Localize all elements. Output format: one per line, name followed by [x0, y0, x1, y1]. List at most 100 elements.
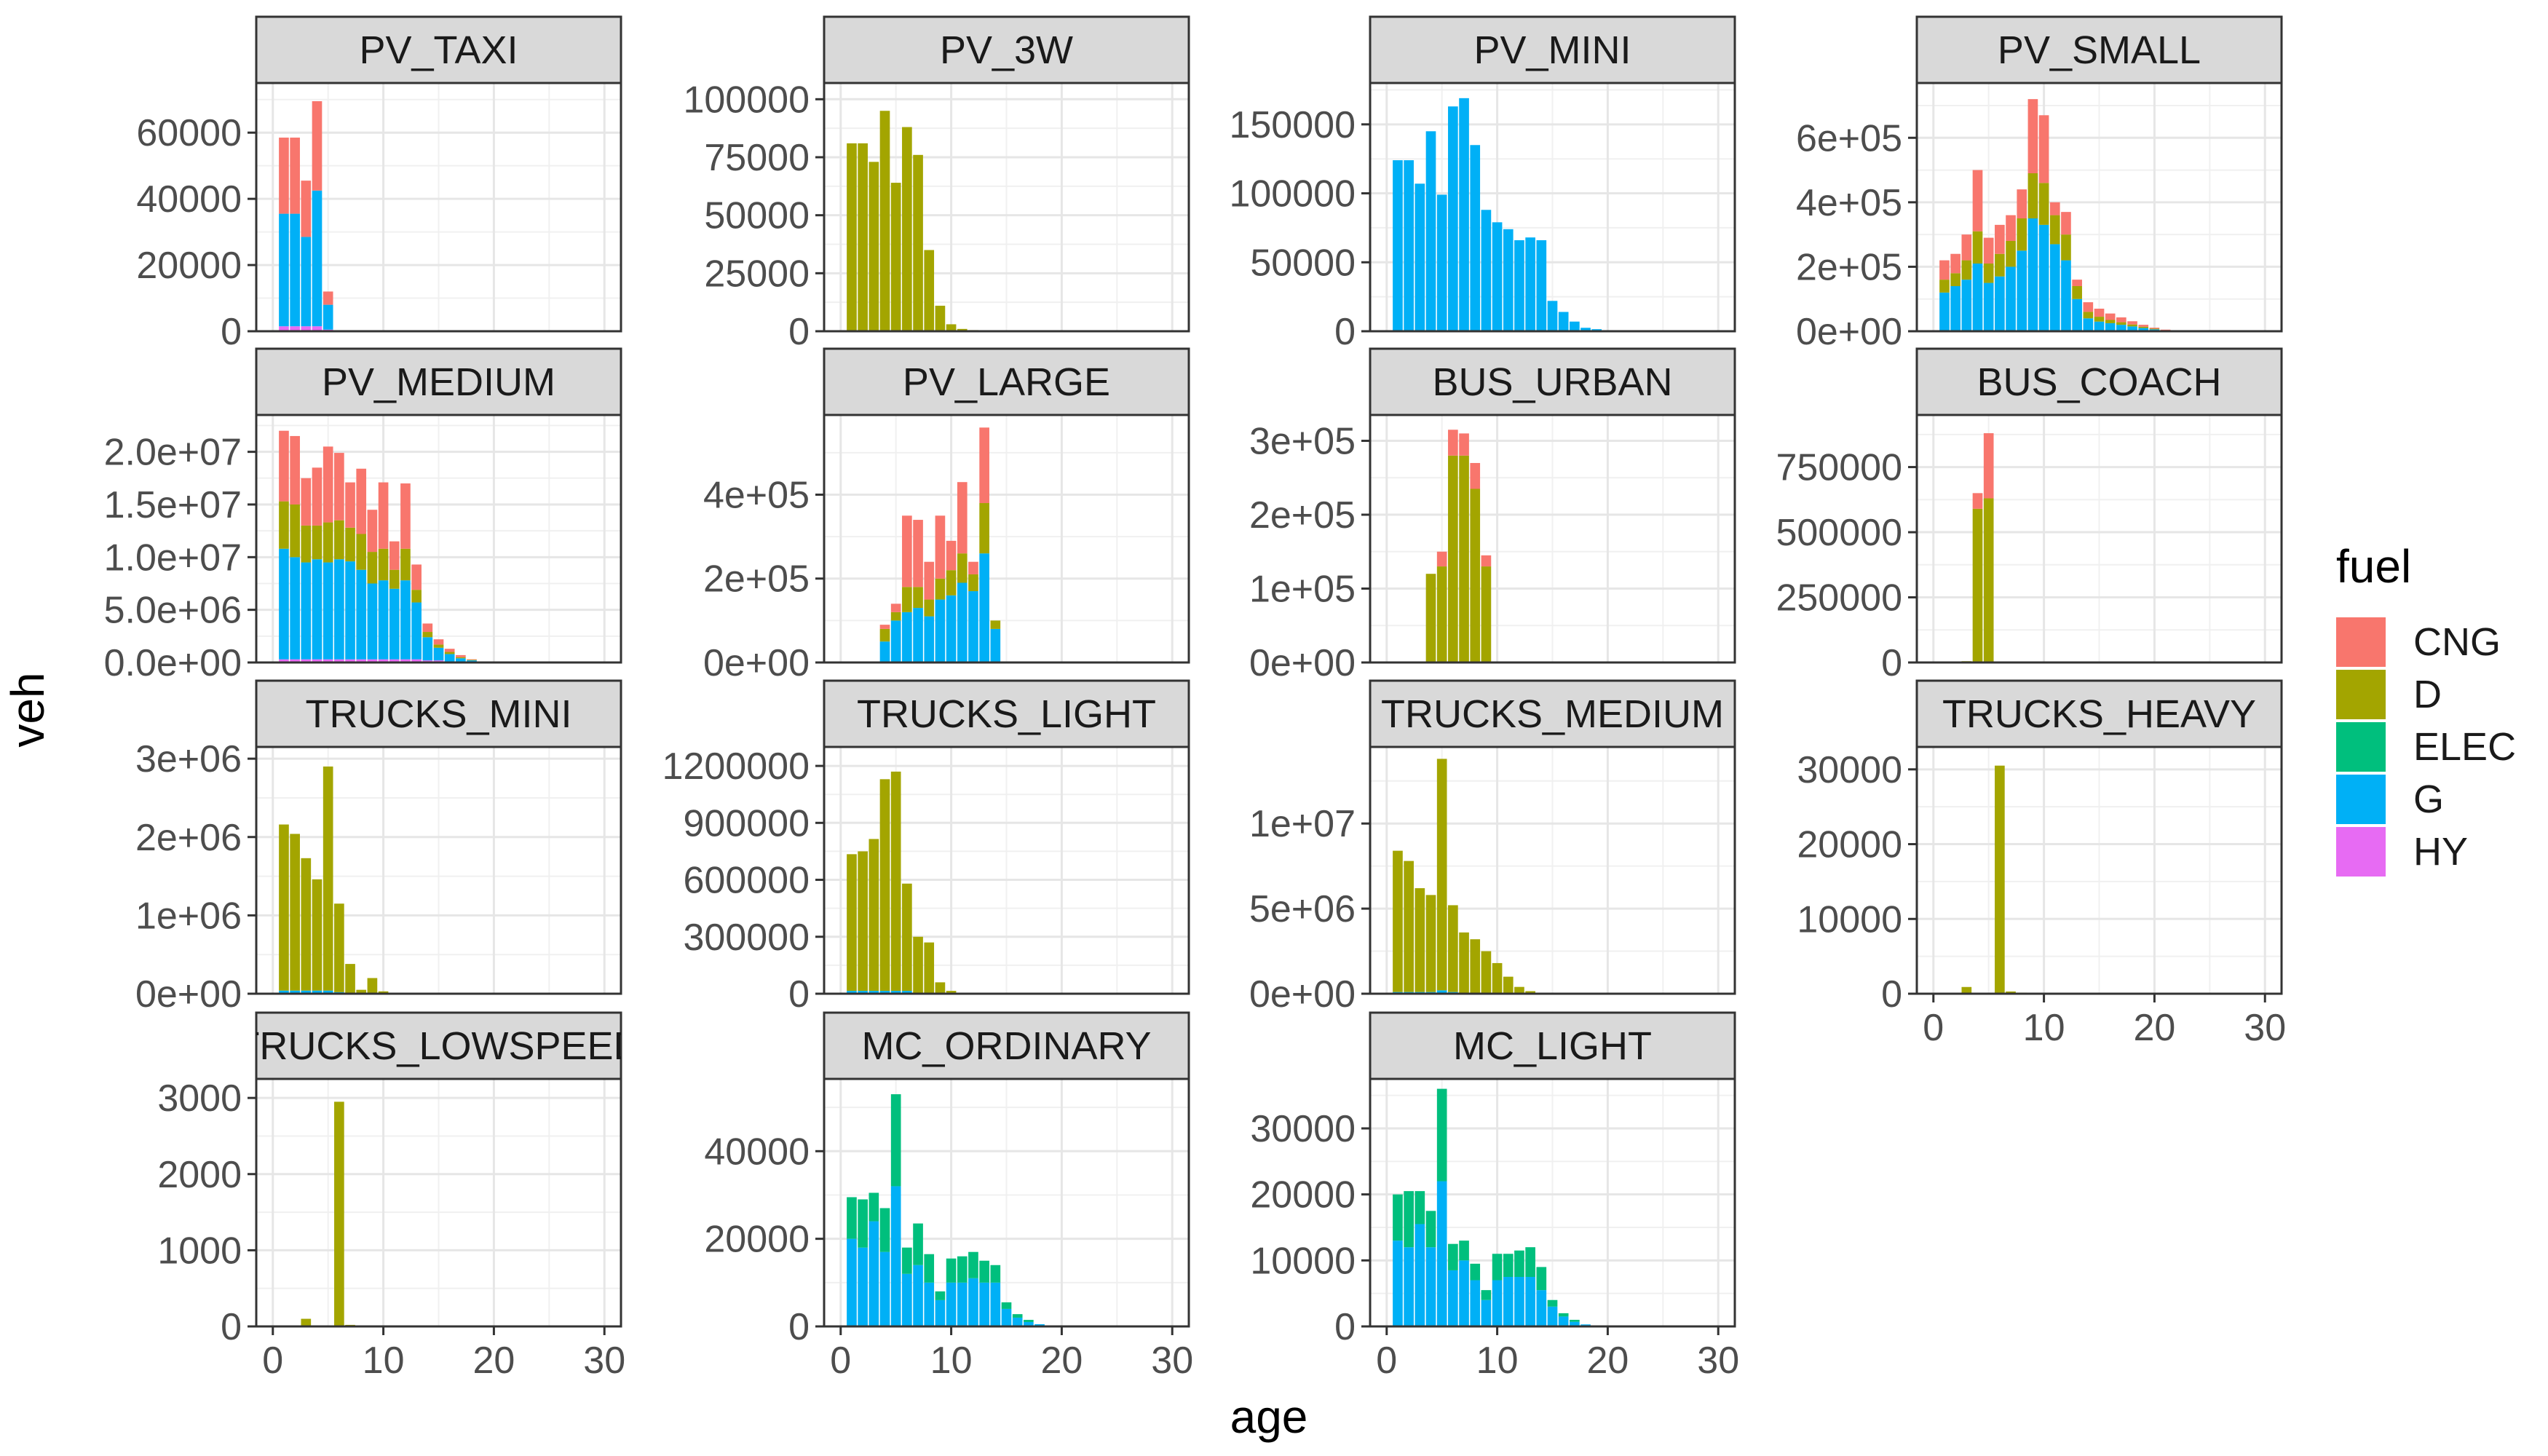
bar-age-7-d [913, 936, 923, 994]
y-tick-label: 75000 [704, 137, 810, 179]
bar-age-9-d [1481, 566, 1492, 662]
bar-age-2-d [1950, 273, 1961, 286]
bar-age-4-d [1425, 895, 1436, 992]
bar-age-9-g [1481, 210, 1492, 331]
bar-age-4-g [1425, 1247, 1436, 1326]
y-axis-title: veh [1, 672, 54, 747]
bar-age-8-elec [1470, 1263, 1481, 1281]
panel-border [255, 1077, 622, 1328]
bar-age-3-cng [301, 478, 312, 526]
bar-age-7-elec [913, 1223, 923, 1265]
bar-age-2-g [1404, 160, 1414, 331]
x-tick-label: 10 [2023, 1007, 2065, 1049]
bar-age-6-cng [334, 453, 344, 521]
bar-age-14-g [2083, 318, 2094, 331]
bar-age-3-g [869, 1221, 879, 1326]
bar-age-11-cng [957, 482, 968, 554]
y-tick-label: 25000 [704, 253, 810, 295]
bar-age-12-g [400, 580, 411, 660]
x-tick-label: 30 [1151, 1340, 1193, 1382]
facet-strip [1369, 679, 1736, 748]
x-tick-label: 10 [363, 1340, 405, 1382]
bar-age-5-d [890, 183, 901, 331]
bar-age-7-g [345, 561, 355, 660]
bar-age-9-d [935, 305, 946, 331]
bar-age-19-d [2138, 326, 2149, 328]
bar-age-14-cng [2083, 302, 2094, 312]
y-tick-label: 20000 [704, 1219, 810, 1261]
bar-age-8-d [924, 250, 935, 331]
y-tick-label: 100000 [1229, 173, 1356, 215]
bar-age-11-d [389, 569, 400, 589]
bar-age-16-g [2105, 323, 2116, 331]
bar-age-12-elec [1514, 1250, 1524, 1277]
bar-age-10-g [2038, 224, 2049, 331]
bar-age-5-g [1436, 194, 1447, 331]
bar-age-3-g [301, 237, 312, 327]
bar-age-7-g [1459, 1260, 1469, 1326]
bar-age-1-d [279, 501, 289, 549]
bar-age-4-d [879, 779, 890, 992]
panel-border [255, 745, 622, 995]
bar-age-15-cng [2094, 309, 2105, 317]
bar-age-16-elec [1012, 1314, 1023, 1318]
panel-trucks-lowspeed: TRUCKS_LOWSPEED 0 1000 2000 3000 0 10 20 30 [157, 1011, 625, 1382]
facet-strip-label: BUS_COACH [1977, 360, 2221, 404]
bar-age-3-d [869, 839, 879, 992]
bar-age-12-cng [400, 483, 411, 549]
x-tick-label: 10 [1476, 1340, 1519, 1382]
y-tick-label: 60000 [136, 112, 242, 154]
bar-age-15-elec [1001, 1302, 1012, 1309]
bar-age-11-cng [2049, 202, 2060, 215]
bar-age-7-cng [2006, 215, 2016, 241]
bar-age-10-elec [1492, 1254, 1503, 1281]
bar-age-17-g [456, 658, 466, 662]
bar-age-9-elec [935, 1291, 946, 1300]
bar-age-2-d [290, 834, 300, 991]
bar-age-6-cng [1448, 430, 1458, 456]
bar-age-7-g [913, 1265, 923, 1326]
bar-age-13-d [1525, 991, 1535, 994]
y-tick-label: 50000 [1250, 242, 1356, 284]
bar-age-11-g [957, 582, 968, 662]
x-tick-label: 30 [1697, 1340, 1739, 1382]
bar-age-10-d [378, 548, 389, 581]
bar-age-5-cng [1983, 433, 1994, 499]
bar-age-3-g [1415, 1224, 1425, 1326]
y-tick-label: 0e+00 [1249, 973, 1356, 1016]
bar-age-3-d [301, 858, 312, 991]
bar-age-14-cng [422, 623, 433, 633]
y-tick-label: 0.0e+00 [104, 642, 242, 684]
bar-age-17-g [1024, 1321, 1034, 1326]
legend-key-d [2336, 670, 2386, 719]
bar-age-6-d [1448, 455, 1458, 662]
bar-age-9-d [935, 578, 946, 600]
bar-age-18-cng [2127, 321, 2137, 325]
y-tick-label: 0e+00 [703, 642, 810, 684]
bar-age-1-d [1393, 850, 1403, 992]
bar-age-4-cng [312, 101, 323, 191]
bar-age-7-d [345, 527, 355, 562]
bar-age-6-g [334, 559, 344, 660]
bar-age-10-d [946, 991, 957, 994]
facet-panels: PV_TAXI0200004000060000PV_3W025000500007… [104, 15, 2286, 1382]
bar-age-12-d [968, 574, 978, 592]
bar-age-8-d [1470, 939, 1481, 994]
bar-age-5-g [890, 620, 901, 662]
bar-age-14-d [2083, 312, 2094, 319]
bar-age-1-cng [1939, 260, 1950, 280]
bar-age-7-g [2006, 266, 2016, 331]
bar-age-4-g [312, 990, 323, 994]
y-tick-label: 0 [788, 1306, 810, 1348]
bar-age-9-d [367, 552, 378, 584]
bar-age-14-elec [1536, 1267, 1547, 1291]
y-tick-label: 0e+00 [1796, 311, 1902, 353]
bar-age-7-g [1459, 98, 1469, 332]
bar-age-19-g [2138, 328, 2149, 331]
bar-age-5-g [323, 304, 333, 330]
bar-age-10-hy [378, 659, 389, 662]
bar-age-1-d [847, 143, 857, 332]
bar-age-13-cng [979, 427, 989, 504]
x-tick-label: 30 [2244, 1007, 2286, 1049]
y-tick-label: 1e+06 [135, 895, 242, 937]
